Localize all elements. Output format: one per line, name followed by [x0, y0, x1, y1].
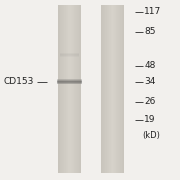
- Text: 34: 34: [144, 77, 156, 86]
- Bar: [76, 5, 77, 173]
- Bar: [101, 5, 102, 173]
- Bar: [74, 5, 75, 173]
- Bar: [107, 5, 108, 173]
- Bar: [79, 5, 80, 173]
- Bar: [103, 5, 104, 173]
- Bar: [60, 5, 61, 173]
- Bar: [110, 5, 111, 173]
- Bar: [68, 5, 69, 173]
- Bar: [111, 5, 112, 173]
- Bar: [113, 5, 114, 173]
- Bar: [62, 5, 63, 173]
- Bar: [122, 5, 123, 173]
- Bar: [80, 5, 81, 173]
- Bar: [102, 5, 103, 173]
- Bar: [77, 5, 78, 173]
- Text: 26: 26: [144, 97, 156, 106]
- Text: 85: 85: [144, 27, 156, 36]
- Bar: [109, 5, 110, 173]
- Bar: [118, 5, 119, 173]
- Bar: [121, 5, 122, 173]
- Bar: [66, 5, 67, 173]
- Bar: [123, 5, 124, 173]
- Text: 19: 19: [144, 115, 156, 124]
- Text: CD153: CD153: [4, 77, 34, 86]
- Bar: [65, 5, 66, 173]
- Bar: [73, 5, 74, 173]
- Text: 48: 48: [144, 61, 156, 70]
- Bar: [72, 5, 73, 173]
- Bar: [71, 5, 72, 173]
- Bar: [58, 5, 59, 173]
- Bar: [63, 5, 64, 173]
- Bar: [70, 5, 71, 173]
- Bar: [64, 5, 65, 173]
- Bar: [117, 5, 118, 173]
- Bar: [106, 5, 107, 173]
- Bar: [112, 5, 113, 173]
- Bar: [59, 5, 60, 173]
- Bar: [78, 5, 79, 173]
- Text: (kD): (kD): [143, 131, 161, 140]
- Bar: [114, 5, 115, 173]
- Bar: [108, 5, 109, 173]
- Bar: [104, 5, 105, 173]
- Bar: [105, 5, 106, 173]
- Bar: [116, 5, 117, 173]
- Bar: [120, 5, 121, 173]
- Bar: [61, 5, 62, 173]
- Bar: [69, 5, 70, 173]
- Bar: [67, 5, 68, 173]
- Bar: [115, 5, 116, 173]
- Text: 117: 117: [144, 7, 162, 16]
- Bar: [75, 5, 76, 173]
- Bar: [119, 5, 120, 173]
